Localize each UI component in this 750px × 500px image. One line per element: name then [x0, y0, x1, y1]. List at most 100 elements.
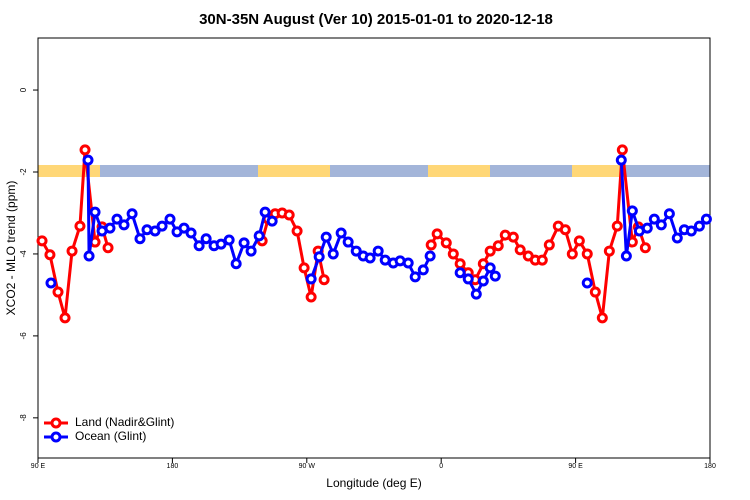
data-point — [693, 220, 705, 232]
data-point — [440, 237, 452, 249]
land-band — [572, 165, 620, 177]
data-point — [238, 237, 250, 249]
data-point — [185, 227, 197, 239]
data-point — [372, 245, 384, 257]
data-point — [327, 248, 339, 260]
x-tick-label: 0 — [439, 463, 443, 470]
y-tick-label: 0 — [19, 87, 28, 92]
data-point — [82, 154, 94, 166]
data-point — [44, 249, 56, 261]
data-point — [59, 312, 71, 324]
data-point — [507, 231, 519, 243]
y-tick-label: -4 — [19, 250, 28, 258]
data-point — [215, 238, 227, 250]
y-tick-label: -8 — [19, 414, 28, 422]
data-point — [193, 240, 205, 252]
data-point — [671, 232, 683, 244]
data-point — [514, 244, 526, 256]
data-point — [447, 248, 459, 260]
data-point — [79, 144, 91, 156]
data-point — [45, 277, 57, 289]
data-point — [104, 222, 116, 234]
data-point — [318, 274, 330, 286]
data-point — [589, 286, 601, 298]
data-point — [83, 250, 95, 262]
data-point — [417, 264, 429, 276]
data-point — [484, 262, 496, 274]
data-point — [335, 227, 347, 239]
land-band — [38, 165, 100, 177]
data-point — [156, 220, 168, 232]
data-point — [484, 245, 496, 257]
data-point — [581, 277, 593, 289]
data-point — [200, 233, 212, 245]
x-tick-label: 90 E — [568, 463, 583, 470]
ocean-band — [38, 165, 710, 177]
land-band — [428, 165, 490, 177]
data-point — [259, 206, 271, 218]
land-band — [258, 165, 330, 177]
data-point — [685, 225, 697, 237]
data-point — [626, 205, 638, 217]
data-point — [639, 242, 651, 254]
data-point — [655, 219, 667, 231]
data-point — [178, 222, 190, 234]
data-point — [566, 248, 578, 260]
data-point — [596, 312, 608, 324]
data-point — [409, 271, 421, 283]
data-point — [492, 240, 504, 252]
data-point — [118, 219, 130, 231]
data-point — [305, 273, 317, 285]
data-point — [342, 236, 354, 248]
data-point — [536, 254, 548, 266]
data-point — [611, 220, 623, 232]
data-point — [559, 224, 571, 236]
data-point — [364, 252, 376, 264]
x-tick-label: 90 E — [31, 463, 46, 470]
data-point — [663, 208, 675, 220]
data-point — [74, 220, 86, 232]
data-point — [648, 213, 660, 225]
data-point — [230, 258, 242, 270]
data-point — [616, 144, 628, 156]
data-point — [291, 225, 303, 237]
legend-label: Ocean (Glint) — [75, 429, 146, 443]
data-point — [52, 286, 64, 298]
data-point — [700, 213, 712, 225]
data-point — [454, 258, 466, 270]
data-point — [431, 228, 443, 240]
data-point — [36, 235, 48, 247]
data-point — [477, 275, 489, 287]
data-point — [462, 273, 474, 285]
data-point — [424, 250, 436, 262]
data-point — [126, 208, 138, 220]
data-point — [543, 239, 555, 251]
data-point — [149, 225, 161, 237]
data-point — [454, 267, 466, 279]
data-point — [164, 213, 176, 225]
data-point — [603, 245, 615, 257]
data-point — [66, 245, 78, 257]
data-point — [470, 288, 482, 300]
data-point — [245, 245, 257, 257]
x-tick-label: 90 W — [299, 463, 316, 470]
data-point — [313, 251, 325, 263]
data-point — [305, 291, 317, 303]
y-tick-label: -6 — [19, 332, 28, 340]
data-point — [111, 213, 123, 225]
chart-title: 30N-35N August (Ver 10) 2015-01-01 to 20… — [199, 11, 553, 28]
data-point — [425, 239, 437, 251]
y-tick-label: -2 — [19, 168, 28, 176]
data-point — [489, 270, 501, 282]
data-point — [89, 206, 101, 218]
legend-label: Land (Nadir&Glint) — [75, 415, 174, 429]
y-axis-label: XCO2 - MLO trend (ppm) — [4, 181, 18, 316]
x-axis-label: Longitude (deg E) — [326, 476, 421, 490]
data-point — [350, 245, 362, 257]
x-tick-label: 180 — [167, 463, 179, 470]
data-point — [402, 257, 414, 269]
data-point — [615, 154, 627, 166]
data-point — [581, 248, 593, 260]
legend-marker — [50, 431, 62, 443]
